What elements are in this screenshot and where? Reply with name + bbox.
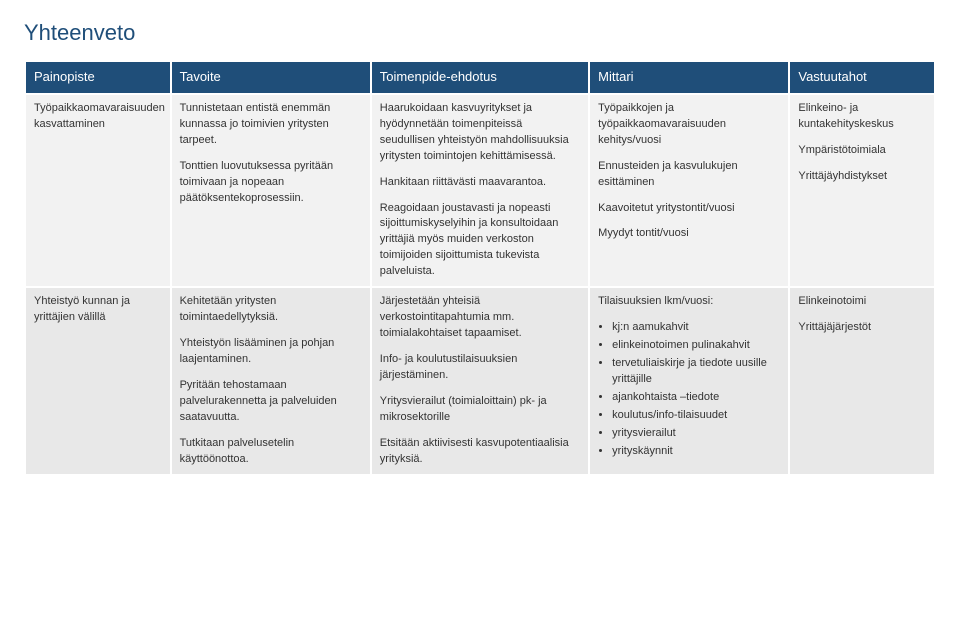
- cell-vastuutahot: Elinkeinotoimi Yrittäjäjärjestöt: [789, 287, 935, 474]
- mittari-list: kj:n aamukahvit elinkeinotoimen pulinaka…: [598, 320, 780, 460]
- cell-painopiste: Työpaikkaomavaraisuuden kasvattaminen: [25, 94, 171, 287]
- list-item: kj:n aamukahvit: [612, 320, 780, 336]
- col-toimenpide: Toimenpide-ehdotus: [371, 61, 589, 94]
- cell-mittari: Tilaisuuksien lkm/vuosi: kj:n aamukahvit…: [589, 287, 789, 474]
- page-title: Yhteenveto: [24, 20, 936, 46]
- col-vastuutahot: Vastuutahot: [789, 61, 935, 94]
- table-header-row: Painopiste Tavoite Toimenpide-ehdotus Mi…: [25, 61, 935, 94]
- table-row: Yhteistyö kunnan ja yrittäjien välillä K…: [25, 287, 935, 474]
- list-item: yritysvierailut: [612, 426, 780, 442]
- col-mittari: Mittari: [589, 61, 789, 94]
- table-row: Työpaikkaomavaraisuuden kasvattaminen Tu…: [25, 94, 935, 287]
- cell-toimenpide: Järjestetään yhteisiä verkostointitapaht…: [371, 287, 589, 474]
- list-item: tervetuliaiskirje ja tiedote uusille yri…: [612, 356, 780, 388]
- col-painopiste: Painopiste: [25, 61, 171, 94]
- summary-table: Painopiste Tavoite Toimenpide-ehdotus Mi…: [24, 60, 936, 476]
- list-item: koulutus/info-tilaisuudet: [612, 408, 780, 424]
- cell-mittari: Työpaikkojen ja työpaikkaomavaraisuuden …: [589, 94, 789, 287]
- cell-vastuutahot: Elinkeino- ja kuntakehityskeskus Ympäris…: [789, 94, 935, 287]
- col-tavoite: Tavoite: [171, 61, 371, 94]
- cell-toimenpide: Haarukoidaan kasvuyritykset ja hyödynnet…: [371, 94, 589, 287]
- list-item: ajankohtaista –tiedote: [612, 390, 780, 406]
- cell-tavoite: Kehitetään yritysten toimintaedellytyksi…: [171, 287, 371, 474]
- list-item: elinkeinotoimen pulinakahvit: [612, 338, 780, 354]
- cell-tavoite: Tunnistetaan entistä enemmän kunnassa jo…: [171, 94, 371, 287]
- list-item: yrityskäynnit: [612, 444, 780, 460]
- cell-painopiste: Yhteistyö kunnan ja yrittäjien välillä: [25, 287, 171, 474]
